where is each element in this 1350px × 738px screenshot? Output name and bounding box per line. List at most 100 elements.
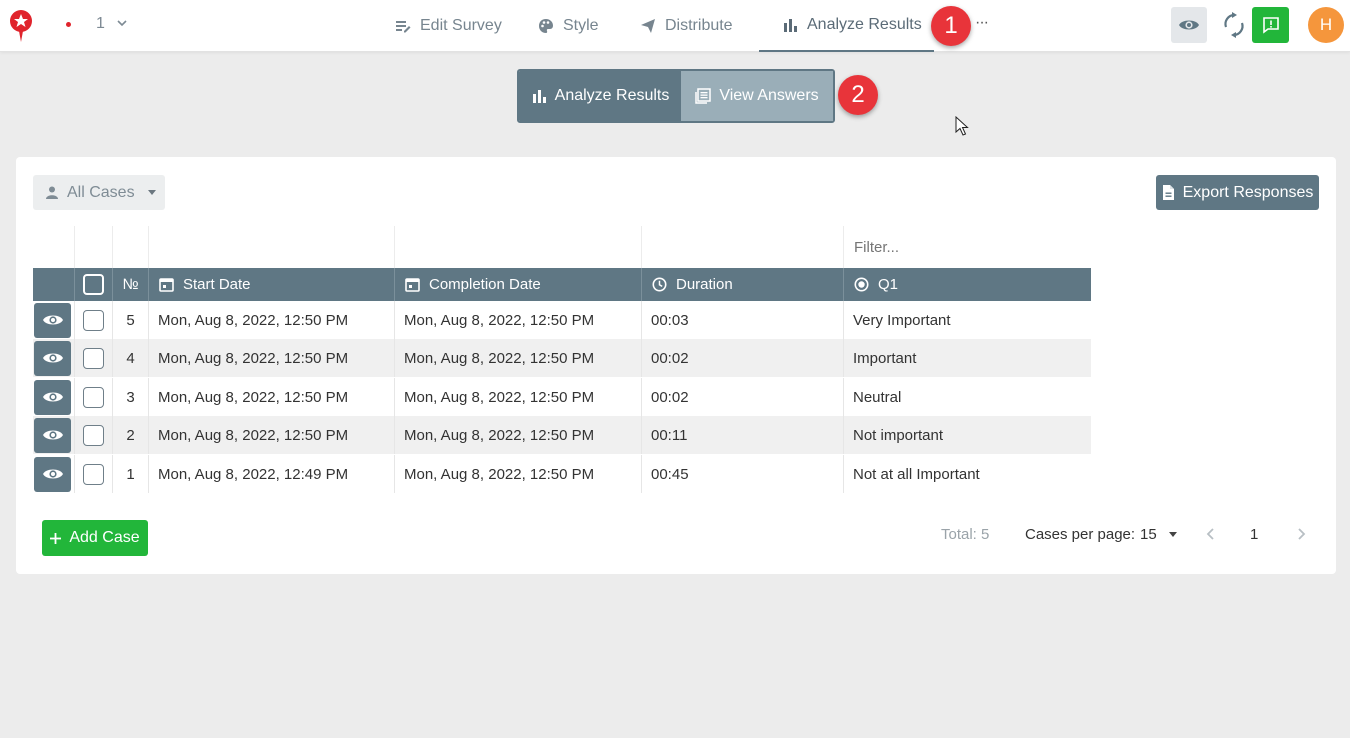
filter-row [33, 226, 1091, 268]
bar-chart-icon [784, 19, 797, 32]
q1-cell: Not important [853, 426, 944, 444]
results-view-toggle: Analyze Results View Answers [517, 69, 835, 123]
send-icon [641, 19, 655, 33]
page-selector[interactable]: 1 [96, 15, 105, 32]
calendar-icon [159, 278, 174, 292]
eye-icon [42, 392, 63, 402]
column-header-completion-date[interactable]: Completion Date [395, 268, 642, 301]
list-icon [695, 88, 712, 104]
step-badge-1: 1 [931, 6, 971, 46]
feedback-button[interactable] [1252, 7, 1289, 43]
view-response-button[interactable] [34, 456, 71, 492]
view-response-button[interactable] [34, 340, 71, 376]
add-case-label: Add Case [69, 529, 140, 546]
q1-cell: Neutral [853, 388, 902, 406]
duration-cell: 00:02 [642, 378, 844, 416]
unsaved-dot-icon [66, 22, 71, 27]
row-checkbox[interactable] [83, 424, 104, 446]
cases-per-page-select[interactable]: 15 [1140, 526, 1157, 543]
clock-icon [652, 277, 667, 292]
chevron-right-icon[interactable] [1294, 524, 1308, 544]
tab-label: Distribute [665, 17, 733, 34]
cases-per-page-label: Cases per page: [1025, 526, 1136, 543]
comment-icon [1262, 17, 1279, 34]
duration-cell: 00:11 [642, 416, 844, 454]
tab-label: Analyze Results [807, 16, 922, 33]
eye-icon [42, 430, 63, 440]
column-header-duration[interactable]: Duration [642, 268, 844, 301]
tab-distribute[interactable]: Distribute [640, 0, 733, 52]
column-label: Duration [676, 276, 733, 293]
row-checkbox[interactable] [83, 347, 104, 369]
table-row[interactable]: 1 Mon, Aug 8, 2022, 12:49 PM Mon, Aug 8,… [33, 455, 1091, 493]
top-bar: 1 Edit Survey Style Distribute [0, 0, 1350, 52]
step-badge-2: 2 [838, 75, 878, 115]
start-date-cell: Mon, Aug 8, 2022, 12:50 PM [149, 378, 395, 416]
avatar[interactable]: H [1308, 7, 1344, 43]
start-date-cell: Mon, Aug 8, 2022, 12:49 PM [149, 455, 395, 493]
eye-icon [42, 469, 63, 479]
more-menu-button[interactable]: ··· [975, 14, 989, 31]
eye-icon [42, 353, 63, 363]
start-date-cell: Mon, Aug 8, 2022, 12:50 PM [149, 416, 395, 454]
chevron-down-icon[interactable] [117, 18, 127, 28]
duration-cell: 00:45 [642, 455, 844, 493]
view-answers-toggle[interactable]: View Answers [681, 71, 833, 121]
completion-date-cell: Mon, Aug 8, 2022, 12:50 PM [395, 416, 642, 454]
row-checkbox[interactable] [83, 386, 104, 408]
q1-cell: Very Important [853, 311, 951, 329]
total-count: Total: 5 [941, 526, 990, 543]
toggle-label: Analyze Results [554, 87, 670, 104]
export-responses-button[interactable]: Export Responses [1156, 175, 1319, 210]
view-response-button[interactable] [34, 302, 71, 338]
column-header-number[interactable]: № [113, 268, 149, 301]
table-row[interactable]: 2 Mon, Aug 8, 2022, 12:50 PM Mon, Aug 8,… [33, 416, 1091, 454]
completion-date-cell: Mon, Aug 8, 2022, 12:50 PM [395, 339, 642, 377]
responses-card: All Cases Export Responses [16, 157, 1336, 574]
start-date-cell: Mon, Aug 8, 2022, 12:50 PM [149, 339, 395, 377]
tab-analyze-results[interactable]: Analyze Results [759, 0, 934, 52]
cases-filter-dropdown[interactable]: All Cases [33, 175, 165, 210]
cases-filter-label: All Cases [67, 183, 135, 201]
tab-edit-survey[interactable]: Edit Survey [395, 0, 502, 52]
row-number: 2 [113, 416, 149, 454]
row-number: 4 [113, 339, 149, 377]
completion-date-cell: Mon, Aug 8, 2022, 12:50 PM [395, 455, 642, 493]
view-response-button[interactable] [34, 379, 71, 415]
edit-list-icon [396, 21, 411, 33]
q1-cell: Not at all Important [853, 465, 980, 483]
column-label: Completion Date [429, 276, 541, 293]
table-row[interactable]: 4 Mon, Aug 8, 2022, 12:50 PM Mon, Aug 8,… [33, 339, 1091, 377]
column-header-start-date[interactable]: Start Date [149, 268, 395, 301]
sync-icon[interactable] [1222, 12, 1246, 38]
tab-label: Edit Survey [420, 17, 502, 34]
row-checkbox[interactable] [83, 463, 104, 485]
file-export-icon [1162, 185, 1174, 200]
completion-date-cell: Mon, Aug 8, 2022, 12:50 PM [395, 378, 642, 416]
column-header-q1[interactable]: Q1 [844, 268, 1091, 301]
row-number: 3 [113, 378, 149, 416]
duration-cell: 00:03 [642, 301, 844, 339]
q1-filter-input[interactable] [844, 238, 1091, 256]
select-all-checkbox[interactable] [83, 274, 104, 295]
add-case-button[interactable]: Add Case [42, 520, 148, 556]
caret-down-icon [147, 190, 156, 195]
calendar-icon [405, 278, 420, 292]
row-checkbox[interactable] [83, 309, 104, 331]
bar-chart-icon [532, 90, 546, 103]
analyze-results-toggle[interactable]: Analyze Results [519, 71, 681, 121]
table-row[interactable]: 3 Mon, Aug 8, 2022, 12:50 PM Mon, Aug 8,… [33, 378, 1091, 416]
caret-down-icon[interactable] [1169, 532, 1177, 537]
table-row[interactable]: 5 Mon, Aug 8, 2022, 12:50 PM Mon, Aug 8,… [33, 301, 1091, 339]
current-page-number[interactable]: 1 [1250, 526, 1259, 543]
toggle-label: View Answers [719, 87, 819, 104]
export-label: Export Responses [1182, 183, 1314, 201]
eye-icon [42, 315, 63, 325]
app-logo-icon[interactable] [7, 9, 35, 43]
chevron-left-icon[interactable] [1204, 524, 1218, 544]
preview-button[interactable] [1171, 7, 1207, 43]
user-icon [46, 186, 58, 199]
tab-label: Style [563, 17, 599, 34]
tab-style[interactable]: Style [538, 0, 599, 52]
view-response-button[interactable] [34, 417, 71, 453]
